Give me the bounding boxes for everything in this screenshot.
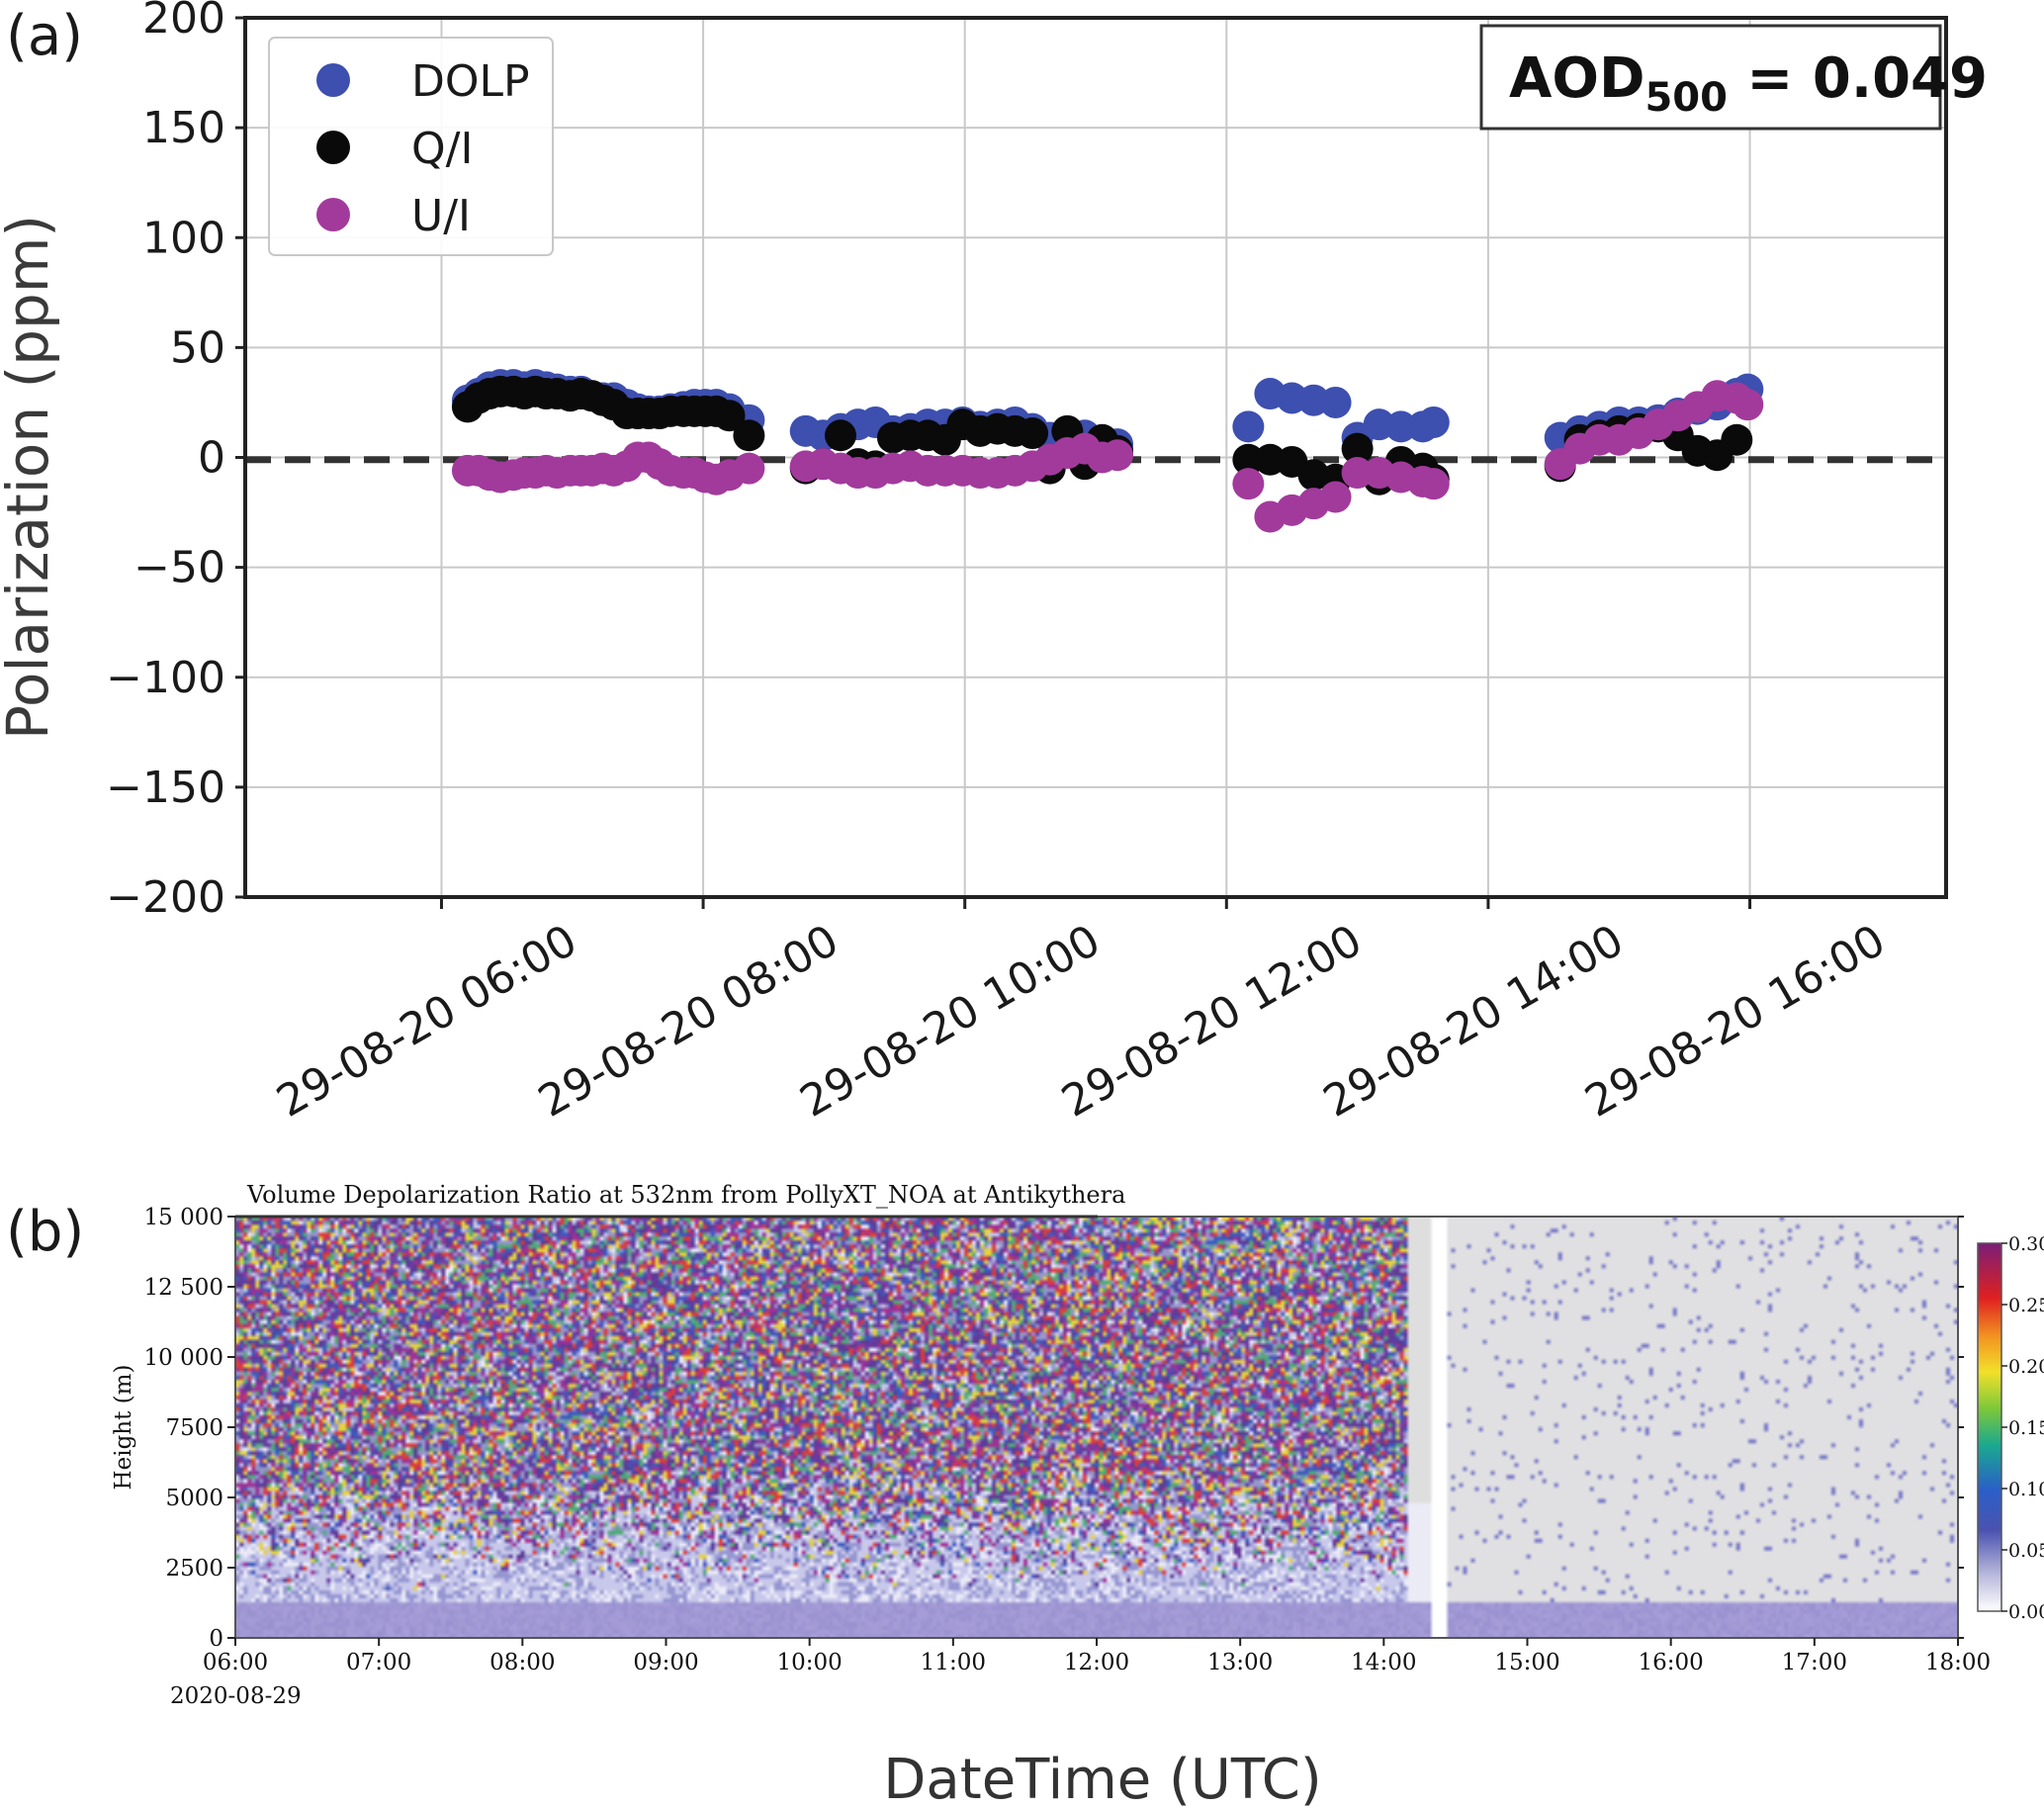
panel-b-y-ticks: 0 2500 5000 7500 10 000 12 500 15 000 (144, 1205, 1964, 1652)
y-tick-label: −150 (106, 763, 225, 813)
y-tick-label: 50 (170, 322, 225, 373)
b-y-tick-label: 7500 (165, 1415, 223, 1441)
b-y-tick-label: 12 500 (144, 1275, 223, 1301)
b-y-tick-label: 15 000 (144, 1205, 223, 1230)
data-point (1102, 439, 1134, 472)
legend-label-ui: U/I (411, 191, 471, 241)
b-x-tick-label: 17:00 (1782, 1650, 1847, 1675)
b-x-tick-label: 12:00 (1064, 1650, 1129, 1675)
depolarization-heatmap (235, 1217, 1958, 1638)
colorbar-tick-label: 0.05 (2008, 1540, 2044, 1562)
y-tick-label: 150 (142, 103, 225, 153)
b-y-tick-label: 5000 (165, 1486, 223, 1511)
data-point (1341, 457, 1374, 490)
colorbar-tick-label: 0.25 (2008, 1295, 2044, 1316)
y-tick-label: 200 (142, 0, 225, 44)
panel-a-y-axis-label: Polarization (ppm) (0, 215, 61, 740)
data-point (733, 419, 765, 452)
b-y-tick-label: 0 (209, 1626, 223, 1652)
data-point (1232, 468, 1265, 500)
b-x-tick-label: 08:00 (489, 1650, 555, 1675)
data-point (825, 419, 856, 452)
data-point (1319, 386, 1352, 418)
aod-annotation: AOD500 = 0.049 (1479, 24, 1988, 131)
b-y-tick-label: 2500 (165, 1556, 223, 1582)
data-point (1319, 481, 1352, 513)
legend-marker-dolp (316, 63, 350, 97)
panel-a-points (451, 369, 1764, 533)
shared-x-axis-label: DateTime (UTC) (883, 1748, 1321, 1809)
b-x-tick-label: 06:00 (203, 1650, 268, 1675)
panel-a-plot-frame (243, 16, 1948, 899)
b-x-tick-label: 15:00 (1494, 1650, 1559, 1675)
aod-subscript: 500 (1644, 75, 1728, 121)
colorbar-tick-label: 0.00 (2008, 1601, 2044, 1623)
legend-marker-qi (316, 131, 350, 164)
data-point (1417, 468, 1450, 500)
panel-a-y-ticks: 200 150 100 50 0 −50 −100 −150 −200 (106, 0, 245, 923)
colorbar-tick-label: 0.30 (2008, 1233, 2044, 1255)
b-x-tick-label: 14:00 (1351, 1650, 1416, 1675)
panel-a-legend: DOLP Q/I U/I (268, 37, 554, 256)
data-point (1732, 389, 1764, 421)
data-point (1017, 417, 1049, 450)
aod-text: AOD500 = 0.049 (1509, 46, 1988, 121)
y-tick-label: −100 (106, 653, 225, 703)
data-point (1341, 432, 1374, 465)
data-point (733, 452, 765, 485)
colorbar-tick-label: 0.10 (2008, 1479, 2044, 1500)
data-point (713, 400, 746, 432)
data-point (1384, 410, 1417, 443)
y-tick-label: 100 (142, 213, 225, 263)
y-tick-label: −50 (133, 543, 225, 593)
legend-marker-ui (316, 198, 350, 231)
b-x-tick-label: 07:00 (346, 1650, 411, 1675)
b-x-tick-label: 18:00 (1925, 1650, 1991, 1675)
colorbar-ticks: 0.00 0.05 0.10 0.15 0.20 0.25 0.30 (2001, 1233, 2044, 1623)
series-ui (451, 380, 1764, 533)
data-point (1232, 410, 1265, 443)
legend-label-dolp: DOLP (411, 56, 530, 107)
b-x-tick-label: 10:00 (777, 1650, 843, 1675)
panel-b-x-ticks: 06:00 07:00 08:00 09:00 10:00 11:00 12:00 13:00… (203, 1638, 1991, 1675)
data-point (1417, 406, 1450, 438)
panel-b-y-axis-label: Height (m) (111, 1365, 136, 1491)
data-point (1721, 423, 1753, 456)
panel-b-label: (b) (6, 1200, 84, 1264)
colorbar (1977, 1242, 2002, 1612)
y-tick-label: −200 (106, 872, 225, 923)
panel-a-label: (a) (6, 4, 83, 68)
legend-label-qi: Q/I (411, 124, 473, 174)
b-x-tick-label: 09:00 (633, 1650, 698, 1675)
colorbar-tick-label: 0.15 (2008, 1417, 2044, 1439)
colorbar-tick-label: 0.20 (2008, 1356, 2044, 1378)
b-x-tick-label: 16:00 (1639, 1650, 1704, 1675)
aod-prefix: AOD (1509, 46, 1644, 111)
aod-box (1479, 24, 1942, 131)
panel-b-date-label: 2020-08-29 (170, 1683, 302, 1709)
b-y-tick-label: 10 000 (144, 1345, 223, 1371)
b-x-tick-label: 13:00 (1207, 1650, 1273, 1675)
aod-value: = 0.049 (1728, 46, 1988, 111)
b-x-tick-label: 11:00 (921, 1650, 986, 1675)
data-point (1232, 443, 1265, 476)
y-tick-label: 0 (198, 433, 225, 484)
panel-b-title: Volume Depolarization Ratio at 532nm fro… (246, 1181, 1125, 1209)
